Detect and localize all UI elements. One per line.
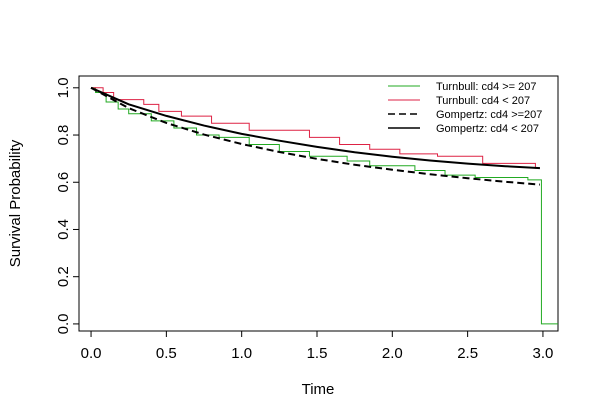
x-tick-label: 3.0: [533, 345, 554, 362]
series-line-1: [91, 87, 540, 169]
legend-label-1: Turnbull: cd4 < 207: [436, 95, 530, 107]
series-line-3: [90, 86, 540, 170]
x-tick-label: 1.5: [307, 345, 328, 362]
x-axis: 0.0 0.5 1.0 1.5 2.0 2.5 3.0: [81, 330, 554, 362]
y-tick-label: 1.0: [55, 77, 72, 98]
y-tick-label: 0.2: [55, 266, 72, 287]
series-layer: [90, 86, 558, 325]
x-tick-label: 0.5: [156, 345, 177, 362]
legend-label-2: Gompertz: cd4 >=207: [436, 109, 542, 121]
y-axis-title: Survival Probability: [7, 139, 24, 267]
y-tick-label: 0.4: [55, 219, 72, 240]
y-tick-label: 0.8: [55, 125, 72, 146]
x-tick-label: 1.0: [231, 345, 252, 362]
series-line-2: [90, 86, 541, 186]
legend: Turnbull: cd4 >= 207 Turnbull: cd4 < 207 G…: [388, 81, 542, 135]
legend-label-3: Gompertz: cd4 < 207: [436, 123, 539, 135]
series-line-0: [91, 87, 558, 325]
x-tick-label: 0.0: [81, 345, 102, 362]
y-tick-label: 0.0: [55, 313, 72, 334]
y-axis: 0.0 0.2 0.4 0.6 0.8 1.0: [55, 77, 80, 334]
x-tick-label: 2.0: [382, 345, 403, 362]
legend-label-0: Turnbull: cd4 >= 207: [436, 81, 537, 93]
x-tick-label: 2.5: [457, 345, 478, 362]
x-axis-title: Time: [302, 381, 335, 398]
y-tick-label: 0.6: [55, 172, 72, 193]
